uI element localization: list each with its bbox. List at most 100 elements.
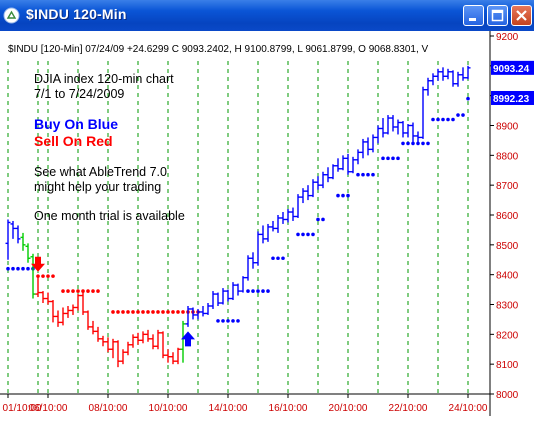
price-bar — [295, 194, 301, 218]
price-bar — [390, 115, 396, 132]
chart-panel[interactable]: 8000 8100 8200 8300 8400 8500 8600 8700 8800 8900… — [0, 31, 534, 416]
price-bar — [410, 122, 416, 142]
price-bar — [105, 337, 111, 353]
buy-stop-dot — [261, 289, 265, 293]
buy-stop-dot — [266, 289, 270, 293]
price-bar — [400, 121, 406, 138]
price-bar — [445, 68, 451, 80]
price-tick-label: 9200 — [496, 32, 519, 43]
price-bar — [155, 329, 161, 350]
price-tick-label: 8500 — [496, 241, 519, 252]
buy-stop-dot — [256, 289, 260, 293]
close-button[interactable] — [511, 5, 532, 26]
price-bar — [205, 303, 211, 315]
price-bar — [75, 294, 81, 311]
price-bar — [50, 300, 56, 323]
time-tick-label: 24/10:00 — [449, 403, 488, 414]
price-bar — [30, 253, 36, 299]
buy-stop-dot — [346, 193, 350, 198]
sell-stop-dot — [171, 310, 175, 314]
price-tag-box — [491, 90, 534, 105]
price-chart[interactable]: 8000 8100 8200 8300 8400 8500 8600 8700 8800 8900… — [0, 31, 534, 416]
price-bar — [175, 347, 181, 365]
price-bar — [130, 334, 136, 348]
price-bar — [100, 335, 106, 347]
price-bar — [145, 329, 151, 342]
buy-stop-dot — [466, 96, 470, 101]
sell-stop-dot — [131, 310, 135, 314]
buy-stop-dot — [311, 232, 315, 237]
price-tick-label: 8800 — [496, 151, 519, 162]
time-tick-label: 16/10:00 — [269, 403, 308, 414]
sell-on-red-text: Sell On Red — [34, 133, 113, 149]
app-circle-icon[interactable] — [3, 7, 20, 24]
price-tick-label: 8000 — [496, 390, 519, 401]
price-bar — [375, 125, 381, 144]
price-bar — [430, 73, 436, 86]
price-bar — [300, 188, 306, 204]
price-bar — [460, 67, 466, 81]
buy-stop-dot — [271, 256, 275, 261]
price-tag-label: 9093.24 — [493, 64, 530, 75]
time-tick-label: 08/10:00 — [89, 403, 128, 414]
buy-stop-dot — [461, 113, 465, 117]
price-bar — [285, 209, 291, 223]
price-bar — [90, 320, 96, 335]
buy-stop-dot — [361, 172, 365, 177]
time-tick-label: 06/10:00 — [29, 403, 68, 414]
price-bar — [280, 212, 286, 224]
price-tick-label: 8400 — [496, 271, 519, 282]
time-tick-label: 20/10:00 — [329, 403, 368, 414]
buy-stop-dot — [451, 117, 455, 122]
sell-stop-dot — [126, 310, 130, 314]
buy-stop-dot — [251, 289, 255, 293]
sell-stop-dot — [81, 289, 85, 293]
buy-stop-dot — [21, 266, 25, 271]
price-bar — [85, 310, 91, 330]
price-bar — [110, 338, 116, 359]
buy-stop-dot — [381, 156, 385, 161]
price-tick-label: 8300 — [496, 301, 519, 312]
promo-line2: might help your trading — [34, 180, 161, 194]
price-bar — [210, 291, 216, 309]
price-bar — [15, 225, 21, 244]
sell-stop-dot — [51, 274, 55, 278]
sell-arrow-icon — [31, 256, 45, 272]
price-bar — [225, 289, 231, 302]
price-bar — [125, 341, 131, 356]
trial-text: One month trial is available — [34, 209, 185, 223]
price-bar — [200, 305, 206, 317]
minimize-icon — [469, 18, 476, 21]
maximize-button[interactable] — [487, 5, 508, 26]
sell-stop-dot — [96, 289, 100, 293]
sell-stop-dot — [176, 310, 180, 314]
price-bar — [415, 131, 421, 144]
price-bar — [290, 207, 296, 221]
sell-stop-dot — [136, 310, 140, 314]
sell-stop-dot — [121, 310, 125, 314]
sell-stop-dot — [61, 289, 65, 293]
price-bar — [360, 138, 366, 159]
price-bar — [70, 304, 76, 315]
price-bar — [245, 255, 251, 281]
price-tick-label: 8700 — [496, 181, 519, 192]
price-bar — [355, 149, 361, 165]
buy-on-blue-text: Buy On Blue — [34, 116, 118, 132]
sell-stop-dot — [76, 289, 80, 293]
buy-stop-dot — [301, 232, 305, 237]
buy-stop-dot — [356, 172, 360, 177]
minimize-button[interactable] — [463, 5, 484, 26]
buy-stop-dot — [426, 141, 430, 146]
price-bar — [270, 220, 276, 232]
time-tick-label: 10/10:00 — [149, 403, 188, 414]
price-bar — [25, 243, 31, 263]
sell-stop-dot — [116, 310, 120, 314]
price-bar — [440, 67, 446, 81]
time-tick-label: 22/10:00 — [389, 403, 428, 414]
price-bar — [150, 334, 156, 350]
buy-stop-dot — [236, 319, 240, 323]
window-titlebar[interactable]: $INDU 120-Min — [0, 0, 534, 32]
price-bar — [220, 288, 226, 305]
price-bar — [365, 137, 371, 156]
